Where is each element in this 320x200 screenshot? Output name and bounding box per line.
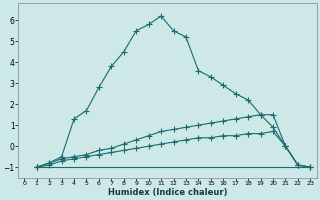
X-axis label: Humidex (Indice chaleur): Humidex (Indice chaleur) <box>108 188 227 197</box>
